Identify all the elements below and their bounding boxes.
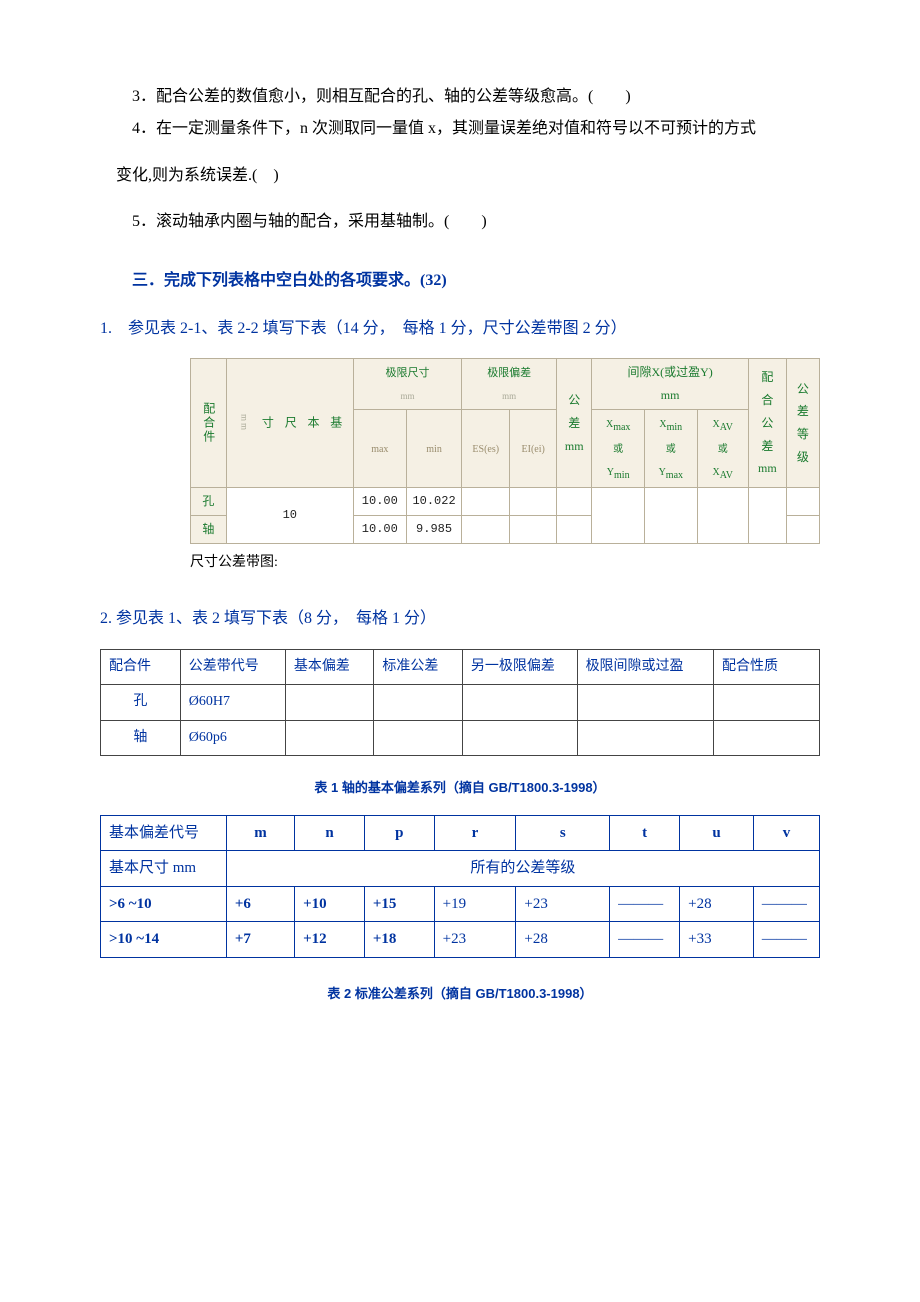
section-3-heading: 三．完成下列表格中空白处的各项要求。(32) bbox=[100, 266, 820, 296]
t2-cell-0-6 bbox=[714, 685, 820, 721]
t3-h-code: 基本偏差代号 bbox=[101, 815, 227, 851]
t3-row-label-0: >6 ~10 bbox=[101, 886, 227, 922]
t3-cell-1-2: +18 bbox=[364, 922, 434, 958]
t2-header-4: 另一极限偏差 bbox=[462, 649, 577, 685]
t1-shaft-min: 9.985 bbox=[406, 515, 461, 543]
question-5: 5．滚动轴承内圈与轴的配合，采用基轴制。( ) bbox=[100, 207, 820, 237]
t2-header-6: 配合性质 bbox=[714, 649, 820, 685]
t3-cell-1-5: ——— bbox=[610, 922, 680, 958]
t2-cell-0-1: Ø60H7 bbox=[180, 685, 285, 721]
table2: 配合件公差带代号基本偏差标准公差另一极限偏差极限间隙或过盈配合性质 孔Ø60H7… bbox=[100, 649, 820, 757]
t3-cell-1-6: +33 bbox=[680, 922, 754, 958]
t1-hole-max: 10.00 bbox=[353, 487, 406, 515]
t2-header-2: 基本偏差 bbox=[285, 649, 374, 685]
t2-header-1: 公差带代号 bbox=[180, 649, 285, 685]
t1-sub-min: min bbox=[426, 444, 442, 455]
t2-cell-0-5 bbox=[577, 685, 713, 721]
t3-cell-0-4: +23 bbox=[516, 886, 610, 922]
t3-row-1: >10 ~14+7+12+18+23+28———+33——— bbox=[101, 922, 820, 958]
t3-cell-1-1: +12 bbox=[295, 922, 365, 958]
t3-cell-0-2: +15 bbox=[364, 886, 434, 922]
t2-cell-1-2 bbox=[285, 720, 374, 756]
t3-cell-0-3: +19 bbox=[434, 886, 516, 922]
t2-cell-1-5 bbox=[577, 720, 713, 756]
t3-cell-0-0: +6 bbox=[226, 886, 294, 922]
t1-sub-max: max bbox=[371, 444, 388, 455]
t3-col-n: n bbox=[295, 815, 365, 851]
t1-hdr-limdev: 极限偏差mm bbox=[487, 367, 531, 402]
table1-wrap: 配合件 基本尺寸mm 极限尺寸mm 极限偏差mm 公差mm 间隙X(或过盈Y)m… bbox=[190, 358, 820, 543]
t2-header-0: 配合件 bbox=[101, 649, 181, 685]
t2-cell-1-1: Ø60p6 bbox=[180, 720, 285, 756]
question-4-line2: 变化,则为系统误差.( ) bbox=[100, 161, 820, 191]
t2-cell-0-2 bbox=[285, 685, 374, 721]
table3: 基本偏差代号 m n p r s t u v 基本尺寸 mm 所有的公差等级 >… bbox=[100, 815, 820, 958]
t3-cell-1-0: +7 bbox=[226, 922, 294, 958]
t1-hdr-fit: 配合件 bbox=[195, 398, 222, 448]
t1-sub-x2: Xmin或Ymax bbox=[659, 419, 683, 478]
sub-question-2: 2. 参见表 1、表 2 填写下表（8 分， 每格 1 分） bbox=[100, 604, 820, 634]
sub-question-1: 1. 参见表 2-1、表 2-2 填写下表（14 分， 每格 1 分，尺寸公差带… bbox=[100, 314, 820, 344]
t2-cell-1-6 bbox=[714, 720, 820, 756]
table4-title-text: 表 2 标准公差系列（摘自 GB/T1800.3-1998） bbox=[327, 986, 592, 1001]
t3-col-t: t bbox=[610, 815, 680, 851]
t2-header-3: 标准公差 bbox=[374, 649, 463, 685]
t1-hdr-tol: 公差mm bbox=[565, 393, 584, 453]
t3-col-v: v bbox=[753, 815, 819, 851]
table4-title: 表 2 标准公差系列（摘自 GB/T1800.3-1998） bbox=[100, 982, 820, 1007]
t3-col-u: u bbox=[680, 815, 754, 851]
t3-cell-0-6: +28 bbox=[680, 886, 754, 922]
t3-row-label-1: >10 ~14 bbox=[101, 922, 227, 958]
t3-h-all: 所有的公差等级 bbox=[226, 851, 819, 887]
t1-hdr-basic: 基本尺寸mm bbox=[231, 410, 349, 436]
t1-sub-ei: EI(ei) bbox=[522, 444, 545, 455]
t3-col-s: s bbox=[516, 815, 610, 851]
t1-row-hole: 孔 bbox=[202, 494, 214, 508]
table2-header-row: 配合件公差带代号基本偏差标准公差另一极限偏差极限间隙或过盈配合性质 bbox=[101, 649, 820, 685]
t2-cell-1-3 bbox=[374, 720, 463, 756]
t2-row-1: 轴Ø60p6 bbox=[101, 720, 820, 756]
table3-title-text: 表 1 轴的基本偏差系列（摘自 GB/T1800.3-1998） bbox=[314, 780, 605, 795]
t3-cell-1-3: +23 bbox=[434, 922, 516, 958]
t3-cell-1-4: +28 bbox=[516, 922, 610, 958]
t3-cell-0-1: +10 bbox=[295, 886, 365, 922]
t2-cell-1-0: 轴 bbox=[101, 720, 181, 756]
t3-col-m: m bbox=[226, 815, 294, 851]
t1-hdr-fittol: 配合公差mm bbox=[758, 370, 777, 475]
t3-col-p: p bbox=[364, 815, 434, 851]
table3-title: 表 1 轴的基本偏差系列（摘自 GB/T1800.3-1998） bbox=[100, 776, 820, 801]
question-3: 3．配合公差的数值愈小，则相互配合的孔、轴的公差等级愈高。( ) bbox=[100, 82, 820, 112]
question-4-line1: 4．在一定测量条件下，n 次测取同一量值 x，其测量误差绝对值和符号以不可预计的… bbox=[100, 114, 820, 144]
t2-cell-0-0: 孔 bbox=[101, 685, 181, 721]
t3-cell-0-7: ——— bbox=[753, 886, 819, 922]
tolerance-diagram-caption: 尺寸公差带图: bbox=[190, 550, 820, 577]
t2-row-0: 孔Ø60H7 bbox=[101, 685, 820, 721]
q4b-text: 变化,则为系统误差.( ) bbox=[116, 167, 279, 184]
t1-sub-es: ES(es) bbox=[472, 444, 499, 455]
t2-cell-0-3 bbox=[374, 685, 463, 721]
t1-shaft-max: 10.00 bbox=[353, 515, 406, 543]
t2-cell-1-4 bbox=[462, 720, 577, 756]
t1-hdr-limsize: 极限尺寸mm bbox=[386, 367, 430, 402]
t3-col-r: r bbox=[434, 815, 516, 851]
t3-row-0: >6 ~10+6+10+15+19+23———+28——— bbox=[101, 886, 820, 922]
t1-basic: 10 bbox=[226, 487, 353, 543]
table1: 配合件 基本尺寸mm 极限尺寸mm 极限偏差mm 公差mm 间隙X(或过盈Y)m… bbox=[190, 358, 820, 543]
t3-h-size: 基本尺寸 mm bbox=[101, 851, 227, 887]
t1-sub-x3: XAV或XAV bbox=[713, 419, 733, 478]
t3-cell-1-7: ——— bbox=[753, 922, 819, 958]
t1-row-shaft: 轴 bbox=[202, 522, 214, 536]
t1-hole-min: 10.022 bbox=[406, 487, 461, 515]
t1-hdr-gap: 间隙X(或过盈Y)mm bbox=[627, 365, 712, 402]
t2-cell-0-4 bbox=[462, 685, 577, 721]
t3-cell-0-5: ——— bbox=[610, 886, 680, 922]
t2-header-5: 极限间隙或过盈 bbox=[577, 649, 713, 685]
t1-hdr-grade: 公差等级 bbox=[797, 382, 809, 464]
t1-sub-x1: Xmax或Ymin bbox=[606, 419, 630, 478]
